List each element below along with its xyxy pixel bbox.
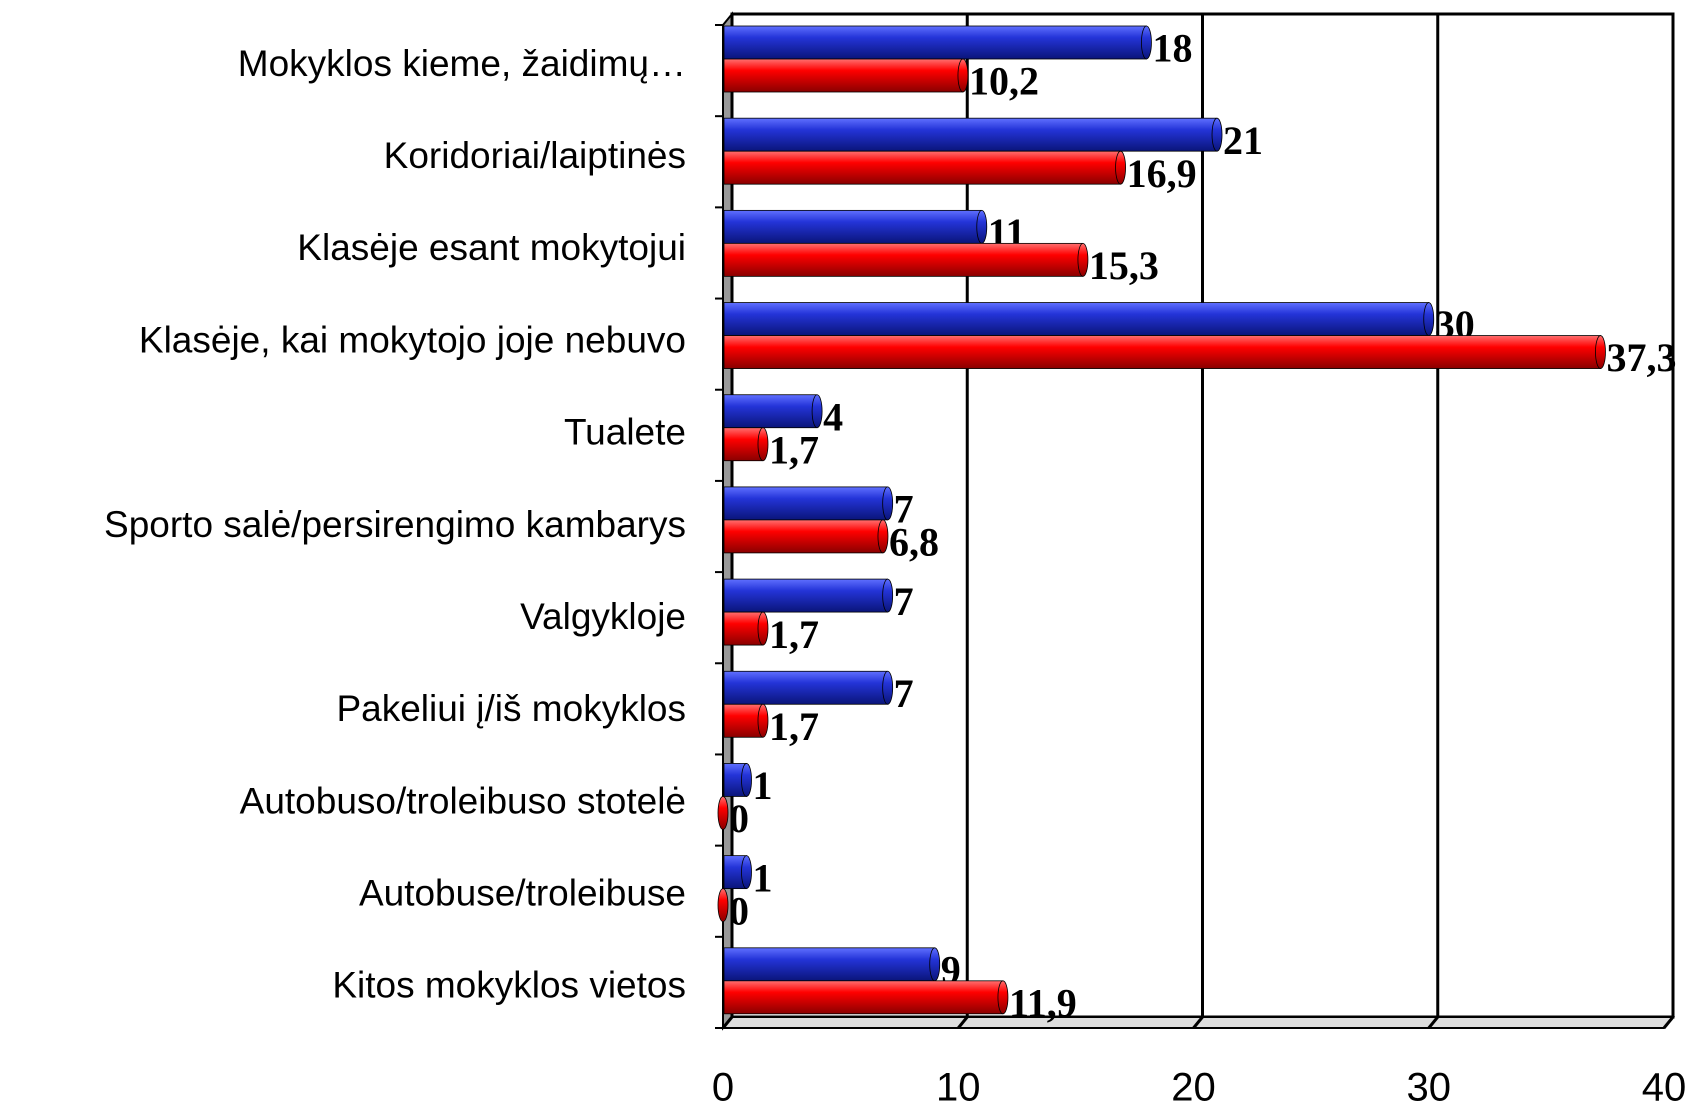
category-label: Klasėje, kai mokytojo joje nebuvo bbox=[139, 319, 686, 360]
value-label: 18 bbox=[1152, 26, 1192, 71]
value-label: 6,8 bbox=[889, 520, 939, 565]
bar bbox=[723, 302, 1430, 336]
value-label: 16,9 bbox=[1127, 151, 1197, 196]
bar bbox=[723, 58, 964, 93]
value-label: 1,7 bbox=[769, 704, 819, 749]
bar-cap bbox=[757, 611, 769, 646]
x-tick-label: 30 bbox=[1407, 1066, 1452, 1110]
bar-cap bbox=[717, 888, 729, 923]
bar-cap bbox=[757, 427, 769, 462]
bar-cap bbox=[757, 703, 769, 738]
category-label: Kitos mokyklos vietos bbox=[332, 965, 686, 1006]
bar bbox=[723, 519, 884, 554]
tick-mark bbox=[1427, 1016, 1439, 1029]
bar bbox=[723, 335, 1601, 369]
value-label: 15,3 bbox=[1089, 243, 1159, 288]
tick-mark bbox=[957, 1016, 969, 1029]
bar bbox=[723, 427, 764, 462]
x-tick-label: 20 bbox=[1171, 1066, 1216, 1110]
value-label: 0 bbox=[729, 888, 749, 933]
x-tick-label: 40 bbox=[1642, 1066, 1687, 1110]
category-label: Pakeliui į/iš mokyklos bbox=[336, 688, 686, 729]
bar-cap bbox=[997, 980, 1009, 1015]
bar bbox=[723, 947, 936, 982]
bar-cap bbox=[957, 58, 969, 93]
bar-cap bbox=[929, 947, 941, 982]
bar-cap bbox=[741, 763, 752, 797]
category-label: Mokyklos kieme, žaidimų… bbox=[238, 43, 686, 84]
value-label: 0 bbox=[729, 796, 749, 841]
bar bbox=[723, 242, 1084, 277]
value-label: 1 bbox=[753, 855, 773, 900]
category-label: Koridoriai/laiptinės bbox=[384, 135, 686, 176]
category-label: Sporto salė/persirengimo kambarys bbox=[104, 504, 686, 545]
tick-mark bbox=[721, 1016, 734, 1029]
value-label: 1,7 bbox=[769, 427, 819, 472]
bar-cap bbox=[1211, 117, 1223, 152]
bar-cap bbox=[717, 796, 729, 830]
bar-cap bbox=[877, 519, 889, 554]
bar bbox=[723, 578, 889, 613]
value-label: 7 bbox=[894, 487, 914, 532]
value-label: 7 bbox=[894, 579, 914, 624]
tick-mark bbox=[1192, 1016, 1204, 1029]
bar-cap bbox=[1423, 302, 1435, 336]
bar-cap bbox=[741, 855, 752, 890]
category-label: Autobuse/troleibuse bbox=[359, 873, 686, 914]
bar-cap bbox=[882, 670, 894, 705]
bar bbox=[723, 150, 1121, 185]
category-label: Klasėje esant mokytojui bbox=[297, 227, 686, 268]
x-tick-label: 0 bbox=[712, 1066, 734, 1110]
bar-cap bbox=[882, 578, 894, 613]
value-label: 1 bbox=[753, 763, 773, 808]
bar bbox=[723, 209, 983, 244]
value-label: 37,3 bbox=[1606, 335, 1676, 380]
bar bbox=[723, 486, 889, 521]
value-label: 1,7 bbox=[769, 612, 819, 657]
bar bbox=[723, 117, 1218, 152]
bar bbox=[723, 394, 818, 429]
bar-cap bbox=[811, 394, 823, 429]
bar-cap bbox=[882, 486, 894, 521]
x-tick-label: 10 bbox=[936, 1066, 981, 1110]
value-label: 4 bbox=[823, 394, 843, 439]
bar bbox=[723, 611, 764, 646]
tick-mark bbox=[1662, 1016, 1675, 1029]
bar bbox=[723, 670, 889, 705]
category-label: Tualete bbox=[564, 412, 686, 453]
value-label: 11,9 bbox=[1009, 980, 1077, 1025]
bar-cap bbox=[1595, 335, 1606, 369]
bar bbox=[723, 703, 764, 738]
bar bbox=[723, 25, 1147, 60]
bar-cap bbox=[976, 209, 988, 244]
category-label: Valgykloje bbox=[520, 596, 686, 637]
value-label: 10,2 bbox=[969, 59, 1039, 104]
bar bbox=[723, 980, 1004, 1015]
value-label: 21 bbox=[1223, 118, 1263, 163]
category-label: Autobuso/troleibuso stotelė bbox=[240, 780, 686, 821]
bar-cap bbox=[1077, 242, 1089, 277]
value-label: 7 bbox=[894, 671, 914, 716]
bar-cap bbox=[1115, 150, 1126, 185]
bar-cap bbox=[1141, 25, 1152, 60]
